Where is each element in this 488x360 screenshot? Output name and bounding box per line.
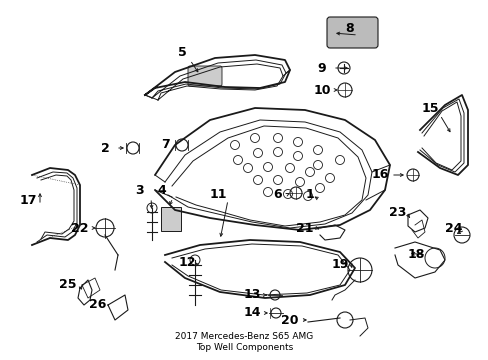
Text: 11: 11 [209, 189, 226, 202]
Text: 4: 4 [157, 184, 166, 197]
Text: 7: 7 [160, 139, 169, 152]
FancyBboxPatch shape [161, 207, 181, 231]
Text: 16: 16 [370, 168, 388, 181]
Text: 17: 17 [19, 194, 37, 207]
Text: 8: 8 [345, 22, 354, 35]
Text: 15: 15 [420, 102, 438, 114]
Text: 2: 2 [101, 141, 109, 154]
Text: 23: 23 [388, 206, 406, 219]
Text: 12: 12 [178, 256, 195, 269]
Text: 25: 25 [59, 279, 77, 292]
Text: 13: 13 [243, 288, 260, 302]
Text: 2017 Mercedes-Benz S65 AMG
Top Well Components: 2017 Mercedes-Benz S65 AMG Top Well Comp… [175, 332, 313, 352]
Text: 24: 24 [445, 221, 462, 234]
Text: 10: 10 [313, 84, 330, 96]
Text: 21: 21 [296, 221, 313, 234]
Text: 20: 20 [281, 314, 298, 327]
Text: 26: 26 [89, 298, 106, 311]
Text: 14: 14 [243, 306, 260, 320]
Text: 9: 9 [317, 62, 325, 75]
Text: 22: 22 [71, 221, 88, 234]
Text: 3: 3 [135, 184, 144, 197]
Text: 6: 6 [273, 189, 282, 202]
Text: 5: 5 [177, 45, 186, 58]
Text: 1: 1 [305, 189, 314, 202]
Text: 19: 19 [331, 258, 348, 271]
FancyBboxPatch shape [326, 17, 377, 48]
Text: 18: 18 [407, 248, 424, 261]
FancyBboxPatch shape [187, 66, 222, 86]
